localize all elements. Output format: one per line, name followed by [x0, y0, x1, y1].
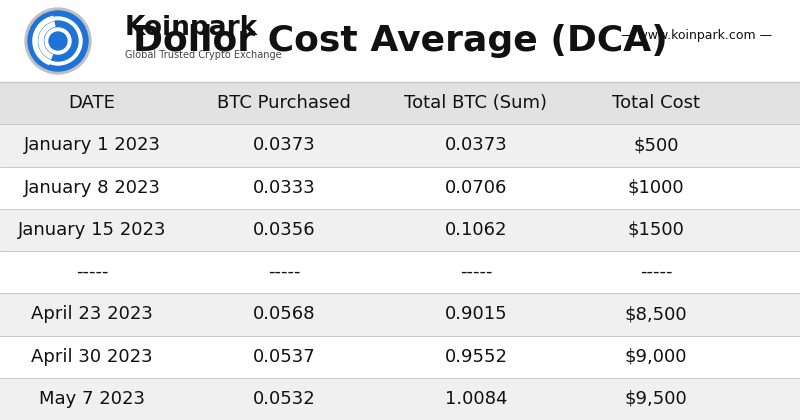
Text: January 15 2023: January 15 2023: [18, 221, 166, 239]
Text: 0.0537: 0.0537: [253, 348, 315, 366]
FancyBboxPatch shape: [0, 0, 800, 82]
FancyBboxPatch shape: [0, 336, 800, 378]
Text: January 1 2023: January 1 2023: [23, 136, 161, 155]
FancyBboxPatch shape: [0, 82, 800, 124]
Text: -----: -----: [76, 263, 108, 281]
Text: 0.0532: 0.0532: [253, 390, 315, 408]
Text: $500: $500: [634, 136, 678, 155]
Text: 0.0373: 0.0373: [445, 136, 507, 155]
Text: 0.1062: 0.1062: [445, 221, 507, 239]
Text: Dollor Cost Average (DCA): Dollor Cost Average (DCA): [133, 24, 667, 58]
Text: Global Trusted Crypto Exchange: Global Trusted Crypto Exchange: [125, 50, 282, 60]
Text: Total Cost: Total Cost: [612, 94, 700, 112]
Text: May 7 2023: May 7 2023: [39, 390, 145, 408]
Text: 0.0333: 0.0333: [253, 178, 315, 197]
Text: -----: -----: [640, 263, 672, 281]
Text: $9,000: $9,000: [625, 348, 687, 366]
Circle shape: [28, 11, 88, 71]
Text: Total BTC (Sum): Total BTC (Sum): [405, 94, 547, 112]
FancyBboxPatch shape: [0, 209, 800, 251]
Text: 0.0568: 0.0568: [253, 305, 315, 323]
Text: Koinpark: Koinpark: [125, 15, 258, 41]
FancyBboxPatch shape: [0, 378, 800, 420]
Circle shape: [45, 28, 71, 54]
Text: 0.9015: 0.9015: [445, 305, 507, 323]
FancyBboxPatch shape: [0, 166, 800, 209]
Circle shape: [38, 21, 78, 61]
Circle shape: [49, 32, 67, 50]
Text: $1500: $1500: [627, 221, 685, 239]
Circle shape: [34, 17, 82, 65]
Text: 0.0356: 0.0356: [253, 221, 315, 239]
Text: April 23 2023: April 23 2023: [31, 305, 153, 323]
Text: — www.koinpark.com —: — www.koinpark.com —: [621, 29, 772, 42]
Text: 1.0084: 1.0084: [445, 390, 507, 408]
FancyBboxPatch shape: [0, 124, 800, 166]
Circle shape: [25, 8, 91, 74]
Text: January 8 2023: January 8 2023: [23, 178, 161, 197]
FancyBboxPatch shape: [0, 251, 800, 293]
FancyBboxPatch shape: [0, 293, 800, 336]
Text: 0.9552: 0.9552: [445, 348, 507, 366]
Text: $9,500: $9,500: [625, 390, 687, 408]
Text: DATE: DATE: [69, 94, 115, 112]
Text: 0.0373: 0.0373: [253, 136, 315, 155]
Text: $1000: $1000: [628, 178, 684, 197]
Text: -----: -----: [460, 263, 492, 281]
Text: 0.0706: 0.0706: [445, 178, 507, 197]
Text: April 30 2023: April 30 2023: [31, 348, 153, 366]
Text: $8,500: $8,500: [625, 305, 687, 323]
Text: -----: -----: [268, 263, 300, 281]
Text: BTC Purchased: BTC Purchased: [217, 94, 351, 112]
